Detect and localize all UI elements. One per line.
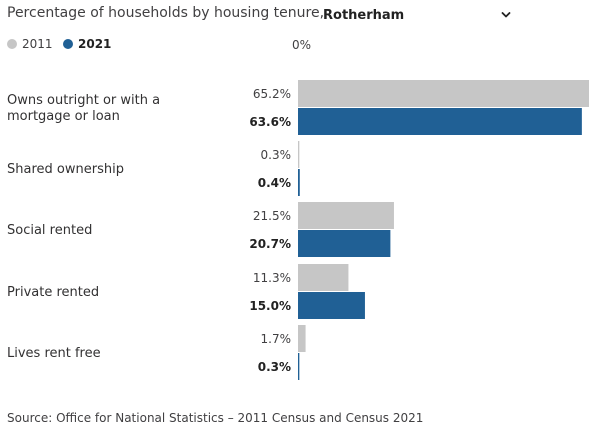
legend-swatch-2011 [7,39,17,49]
legend-item-2011: 2011 [7,37,53,51]
bar-2011 [298,202,394,229]
data-label-2011: 1.7% [261,332,292,346]
category-label: Private rented [7,285,99,300]
category-label: Shared ownership [7,162,124,177]
category-label: Social rented [7,223,92,238]
legend-label-2021: 2021 [78,37,112,51]
bar-2021 [298,353,300,380]
legend-swatch-2021 [63,39,73,49]
legend-item-2021: 2021 [63,37,111,51]
data-label-2021: 15.0% [249,299,291,313]
bar-2011 [298,264,349,291]
bar-2011 [298,141,300,168]
data-label-2011: 11.3% [253,271,291,285]
chevron-down-icon [501,12,511,18]
data-label-2021: 20.7% [249,237,291,251]
legend-label-2011: 2011 [22,37,53,51]
area-select-value: Rotherham [323,8,405,23]
bar-2021 [298,292,365,319]
bar-2021 [298,230,391,257]
data-label-2011: 65.2% [253,87,291,101]
area-select[interactable]: Rotherham [313,3,519,29]
data-label-2021: 0.3% [258,360,291,374]
bar-2021 [298,108,582,135]
data-label-2011: 21.5% [253,209,291,223]
axis-zero-label: 0% [292,38,312,52]
chart-header: Percentage of households by housing tenu… [7,5,597,27]
bar-2011 [298,80,589,107]
data-label-2011: 0.3% [261,148,292,162]
bar-2011 [298,325,306,352]
data-label-2021: 63.6% [249,115,291,129]
chart-title: Percentage of households by housing tenu… [7,5,325,21]
category-label: Lives rent free [7,346,101,361]
category-label: Owns outright or with a mortgage or loan [7,93,160,124]
data-label-2021: 0.4% [258,176,291,190]
source-note: Source: Office for National Statistics –… [7,411,424,425]
bar-2021 [298,169,300,196]
bar-chart: Owns outright or with a mortgage or loan 6… [7,80,589,380]
